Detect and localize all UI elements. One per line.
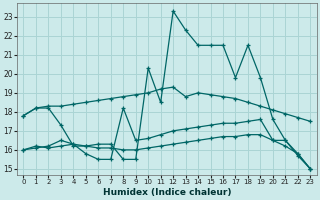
X-axis label: Humidex (Indice chaleur): Humidex (Indice chaleur): [103, 188, 231, 197]
